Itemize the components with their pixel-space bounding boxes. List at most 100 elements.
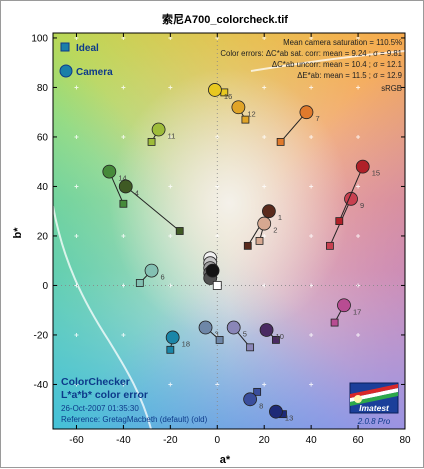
footer-block: ColorChecker L*a*b* color error 26-Oct-2…: [61, 376, 208, 424]
zero-axis-lines: [53, 33, 405, 429]
chart-title: 索尼A700_colorcheck.tif: [162, 12, 288, 26]
footer-reference: Reference: GretagMacbeth (default) (old): [61, 415, 208, 424]
patch-ideal-marker: [147, 137, 156, 146]
grid-marker: [121, 233, 126, 238]
y-tick-label: 80: [37, 83, 49, 94]
patch-camera-marker: [208, 83, 222, 97]
legend-ideal-label: Ideal: [76, 43, 99, 54]
patch-camera-marker: [118, 179, 133, 194]
grid-marker: [309, 382, 314, 387]
stats-sat-corr: Color errors: ΔC*ab sat. corr: mean = 9.…: [220, 49, 402, 58]
stats-block: Mean camera saturation = 110.5% Color er…: [220, 38, 402, 93]
y-axis-title: b*: [12, 227, 24, 239]
x-tick-label: 40: [306, 435, 318, 446]
patch-camera-marker: [299, 105, 314, 120]
patch-camera-marker: [198, 320, 213, 335]
grid-marker: [356, 233, 361, 238]
patch-camera-marker: [257, 216, 272, 231]
grid-marker: [356, 184, 361, 189]
grid-marker: [262, 85, 267, 90]
patch-error-line: [338, 166, 364, 222]
patch-ideal-marker: [326, 241, 334, 250]
x-tick-label: 20: [259, 435, 271, 446]
grid-marker: [356, 283, 361, 288]
patch-label: 11: [168, 132, 176, 141]
patch-label: 12: [247, 109, 255, 118]
x-tick-label: -20: [163, 435, 178, 446]
patch-ideal-marker: [330, 318, 339, 327]
grid-marker: [121, 134, 126, 139]
neutral-camera-marker: [205, 263, 220, 278]
patch-camera-marker: [165, 330, 180, 345]
patch-ideal-marker: [135, 279, 144, 287]
grid-marker: [262, 382, 267, 387]
patch-label: 2: [273, 226, 277, 235]
legend-ideal-marker: [60, 42, 70, 52]
patch-ideal-marker: [246, 343, 255, 352]
patch-camera-marker: [243, 392, 258, 407]
stats-uncorr: ΔC*ab uncorr: mean = 10.4 ; σ = 12.1: [272, 60, 402, 69]
patch-camera-marker: [151, 122, 166, 137]
patch-label: 1: [278, 213, 282, 222]
plot-border: [52, 32, 406, 430]
stats-delta-e: ΔE*ab: mean = 11.5 ; σ = 12.9: [297, 71, 402, 80]
grid-marker: [309, 332, 314, 337]
grid-marker: [74, 184, 79, 189]
x-axis-title: a*: [220, 454, 231, 466]
y-tick-label: 100: [31, 33, 48, 44]
patch-ideal-marker: [215, 335, 224, 344]
patch-label: 9: [360, 201, 364, 210]
patch-camera-marker: [226, 320, 241, 335]
grid-marker: [74, 85, 79, 90]
patch-label: 5: [243, 330, 247, 339]
grid-marker: [168, 184, 173, 189]
stats-colorspace: sRGB: [381, 84, 402, 93]
patch-label: 7: [315, 114, 319, 123]
grid-marker: [168, 233, 173, 238]
patch-camera-marker: [144, 263, 159, 278]
x-tick-label: -40: [116, 435, 131, 446]
footer-date: 26-Oct-2007 01:35:30: [61, 404, 139, 413]
patch-ideal-marker: [175, 227, 184, 235]
patch-ideal-marker: [335, 217, 344, 226]
grid-marker: [309, 233, 314, 238]
legend-camera-label: Camera: [76, 67, 113, 78]
patch-camera-marker: [337, 298, 351, 313]
legend: Ideal Camera: [59, 42, 113, 78]
patch-label: 4: [135, 188, 139, 197]
footer-subtitle: L*a*b* color error: [61, 389, 148, 401]
grid-marker: [309, 85, 314, 90]
grid-marker: [262, 184, 267, 189]
axis-tick-labels: -60 -40 -20 0 20 40 60 80 100 80 60 40 20 0 -20 -40: [31, 33, 411, 446]
x-tick-label: -60: [69, 435, 84, 446]
x-tick-label: 0: [214, 435, 220, 446]
patch-label: 18: [182, 339, 190, 348]
grid-marker: [168, 85, 173, 90]
patch-ideal-marker: [253, 387, 262, 396]
grid-marker: [356, 85, 361, 90]
patch-ideal-marker: [241, 115, 250, 124]
patch-camera-marker: [231, 100, 246, 115]
grid-marker: [309, 184, 314, 189]
grid-marker: [356, 332, 361, 337]
grid-marker: [121, 332, 126, 337]
patch-label: 14: [118, 174, 126, 183]
patch-label: 13: [285, 414, 293, 423]
gamut-boundary-left: [53, 205, 152, 429]
plot-background: [53, 33, 405, 429]
patch-error-line: [125, 186, 181, 232]
patch-ideal-marker: [255, 236, 264, 245]
logo-version: 2.0.8 Pro: [357, 417, 391, 426]
y-tick-label: -20: [34, 330, 49, 341]
patch-ideal-marker: [276, 137, 285, 146]
grid-marker: [215, 134, 220, 139]
footer-title: ColorChecker: [61, 376, 130, 388]
y-tick-label: 40: [37, 182, 49, 193]
patch-label: 6: [161, 273, 165, 282]
grid-marker: [74, 233, 79, 238]
imatest-logo: Imatest 2.0.8 Pro: [349, 382, 399, 426]
grid-marker: [121, 85, 126, 90]
